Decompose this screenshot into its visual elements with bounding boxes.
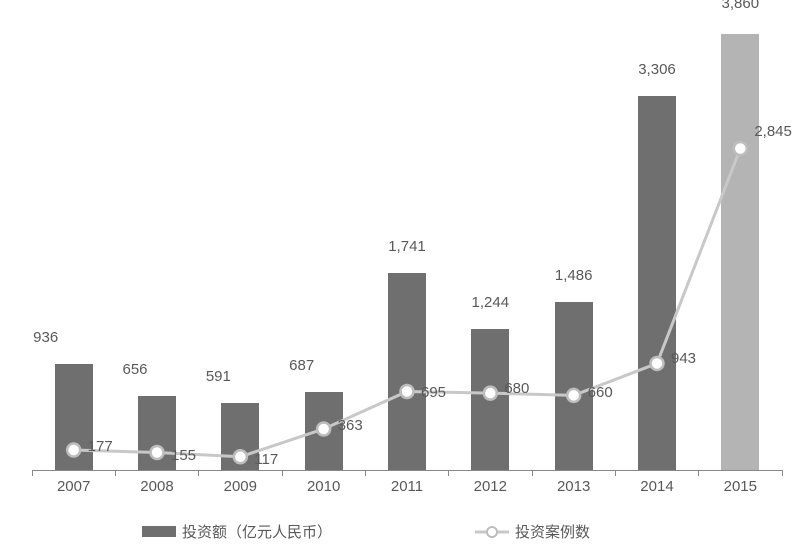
line-value-label: 680 <box>504 380 529 397</box>
line-value-label: 695 <box>421 384 446 401</box>
line-layer <box>0 0 805 549</box>
line-value-label: 943 <box>671 350 696 367</box>
line-marker <box>234 450 247 463</box>
legend-item-bar: 投资额（亿元人民币） <box>142 521 332 542</box>
line-value-label: 363 <box>338 417 363 434</box>
line-marker <box>67 443 80 456</box>
line-value-label: 660 <box>588 384 613 401</box>
line-value-label: 2,845 <box>754 123 792 140</box>
line-marker <box>567 389 580 402</box>
legend-line-marker <box>475 525 509 539</box>
line-marker <box>151 446 164 459</box>
line-value-label: 117 <box>254 451 278 468</box>
legend-swatch <box>142 526 176 537</box>
line-marker <box>484 387 497 400</box>
legend-label: 投资案例数 <box>515 521 590 542</box>
line-marker <box>317 422 330 435</box>
line-value-label: 177 <box>88 438 113 455</box>
chart-container: 93620076562008591200968720101,74120111,2… <box>0 0 805 549</box>
line-marker <box>734 142 747 155</box>
line-series <box>74 149 741 457</box>
line-value-label: 155 <box>171 447 196 464</box>
line-marker <box>401 385 414 398</box>
line-marker <box>651 357 664 370</box>
legend-item-line: 投资案例数 <box>475 521 590 542</box>
legend-label: 投资额（亿元人民币） <box>182 521 332 542</box>
